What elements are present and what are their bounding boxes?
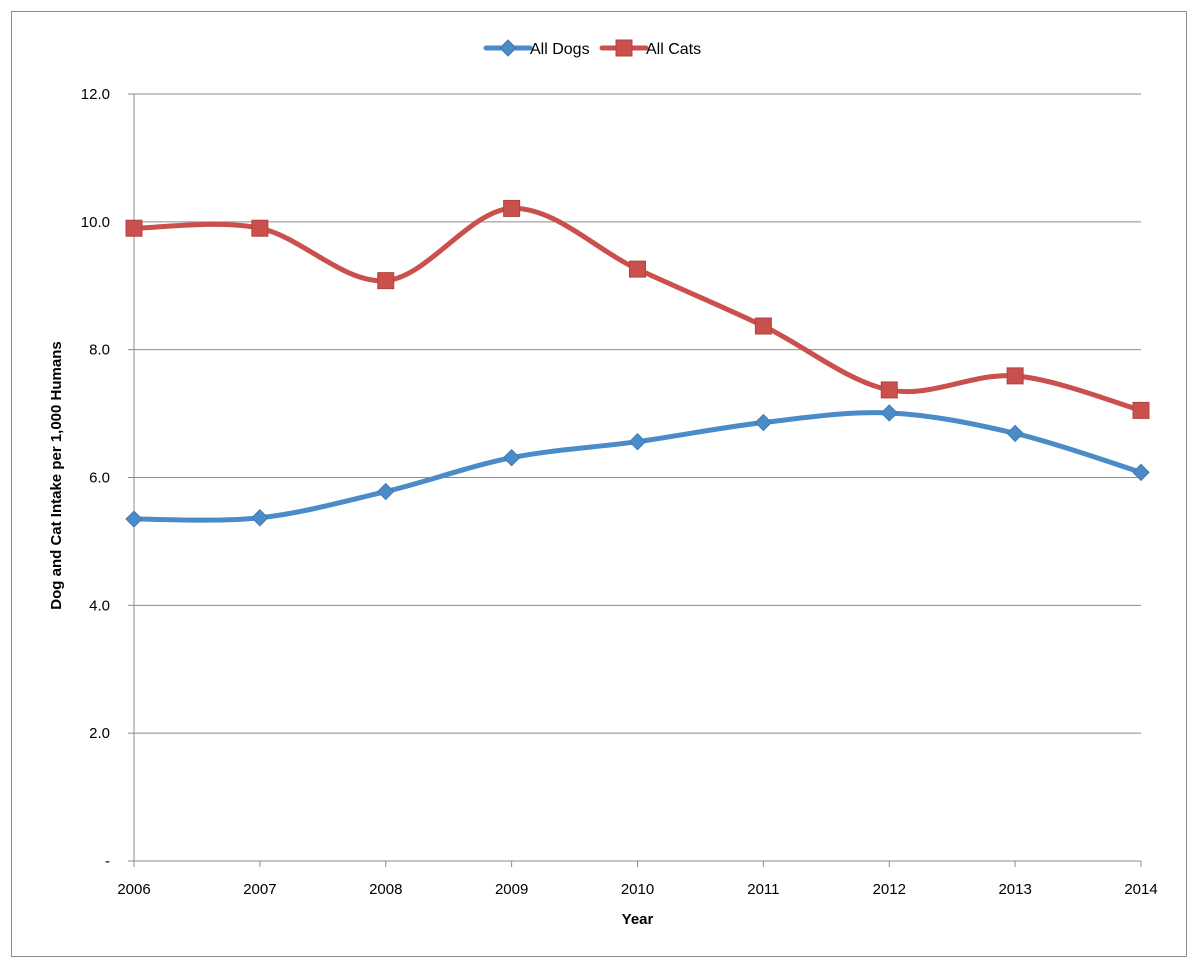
data-point-all-dogs [125,510,143,528]
y-tick-label: 10.0 [81,214,110,231]
y-tick-label: - [105,853,110,870]
data-point-all-cats [629,260,646,278]
legend: All Dogs All Cats [483,39,701,58]
series-line-all-dogs [131,410,1144,523]
gridlines [134,93,1141,734]
x-tick-label: 2007 [243,881,276,898]
x-tick-label: 2006 [117,881,150,898]
data-point-all-dogs [1006,424,1024,443]
x-tick-label: 2014 [1124,881,1157,898]
x-axis-title: Year [622,911,654,928]
data-point-all-cats [1132,401,1150,419]
legend-marker-all-dogs [499,39,517,57]
chart-frame [11,11,1187,957]
x-tick-label: 2010 [621,881,654,898]
data-point-all-cats [377,272,395,290]
legend-label-all-cats: All Cats [646,41,701,58]
y-tick-label: 8.0 [89,342,110,359]
data-point-all-cats [880,381,898,399]
y-tick-label: 2.0 [89,725,110,742]
series-lines [131,205,1144,523]
data-point-all-cats [125,219,143,237]
data-point-all-cats [1006,367,1024,385]
y-tick-label: 12.0 [81,86,110,103]
data-point-all-dogs [628,432,647,451]
x-tick-label: 2012 [873,881,906,898]
x-tick-label: 2008 [369,881,402,898]
data-point-all-dogs [754,413,773,432]
x-tick-label: 2013 [998,881,1031,898]
series-line-all-cats [131,205,1144,413]
data-point-all-dogs [880,404,898,422]
series-markers [125,199,1150,528]
data-point-all-cats [251,219,269,237]
y-tick-label: 4.0 [89,597,110,614]
legend-label-all-dogs: All Dogs [530,41,590,58]
data-point-all-cats [503,199,521,217]
y-axis-title: Dog and Cat Intake per 1,000 Humans [48,341,65,609]
axes: - 2.0 4.0 6.0 8.0 10.0 12.0 2006 2007 2008 2009 201… [81,86,1158,898]
data-point-all-cats [754,317,772,335]
data-point-all-dogs [377,482,395,501]
x-tick-label: 2011 [747,881,779,898]
data-point-all-dogs [251,509,269,527]
legend-marker-all-cats [615,39,633,57]
data-point-all-dogs [502,448,521,467]
x-tick-label: 2009 [495,881,528,898]
y-tick-label: 6.0 [89,470,110,487]
data-point-all-dogs [1132,463,1150,482]
